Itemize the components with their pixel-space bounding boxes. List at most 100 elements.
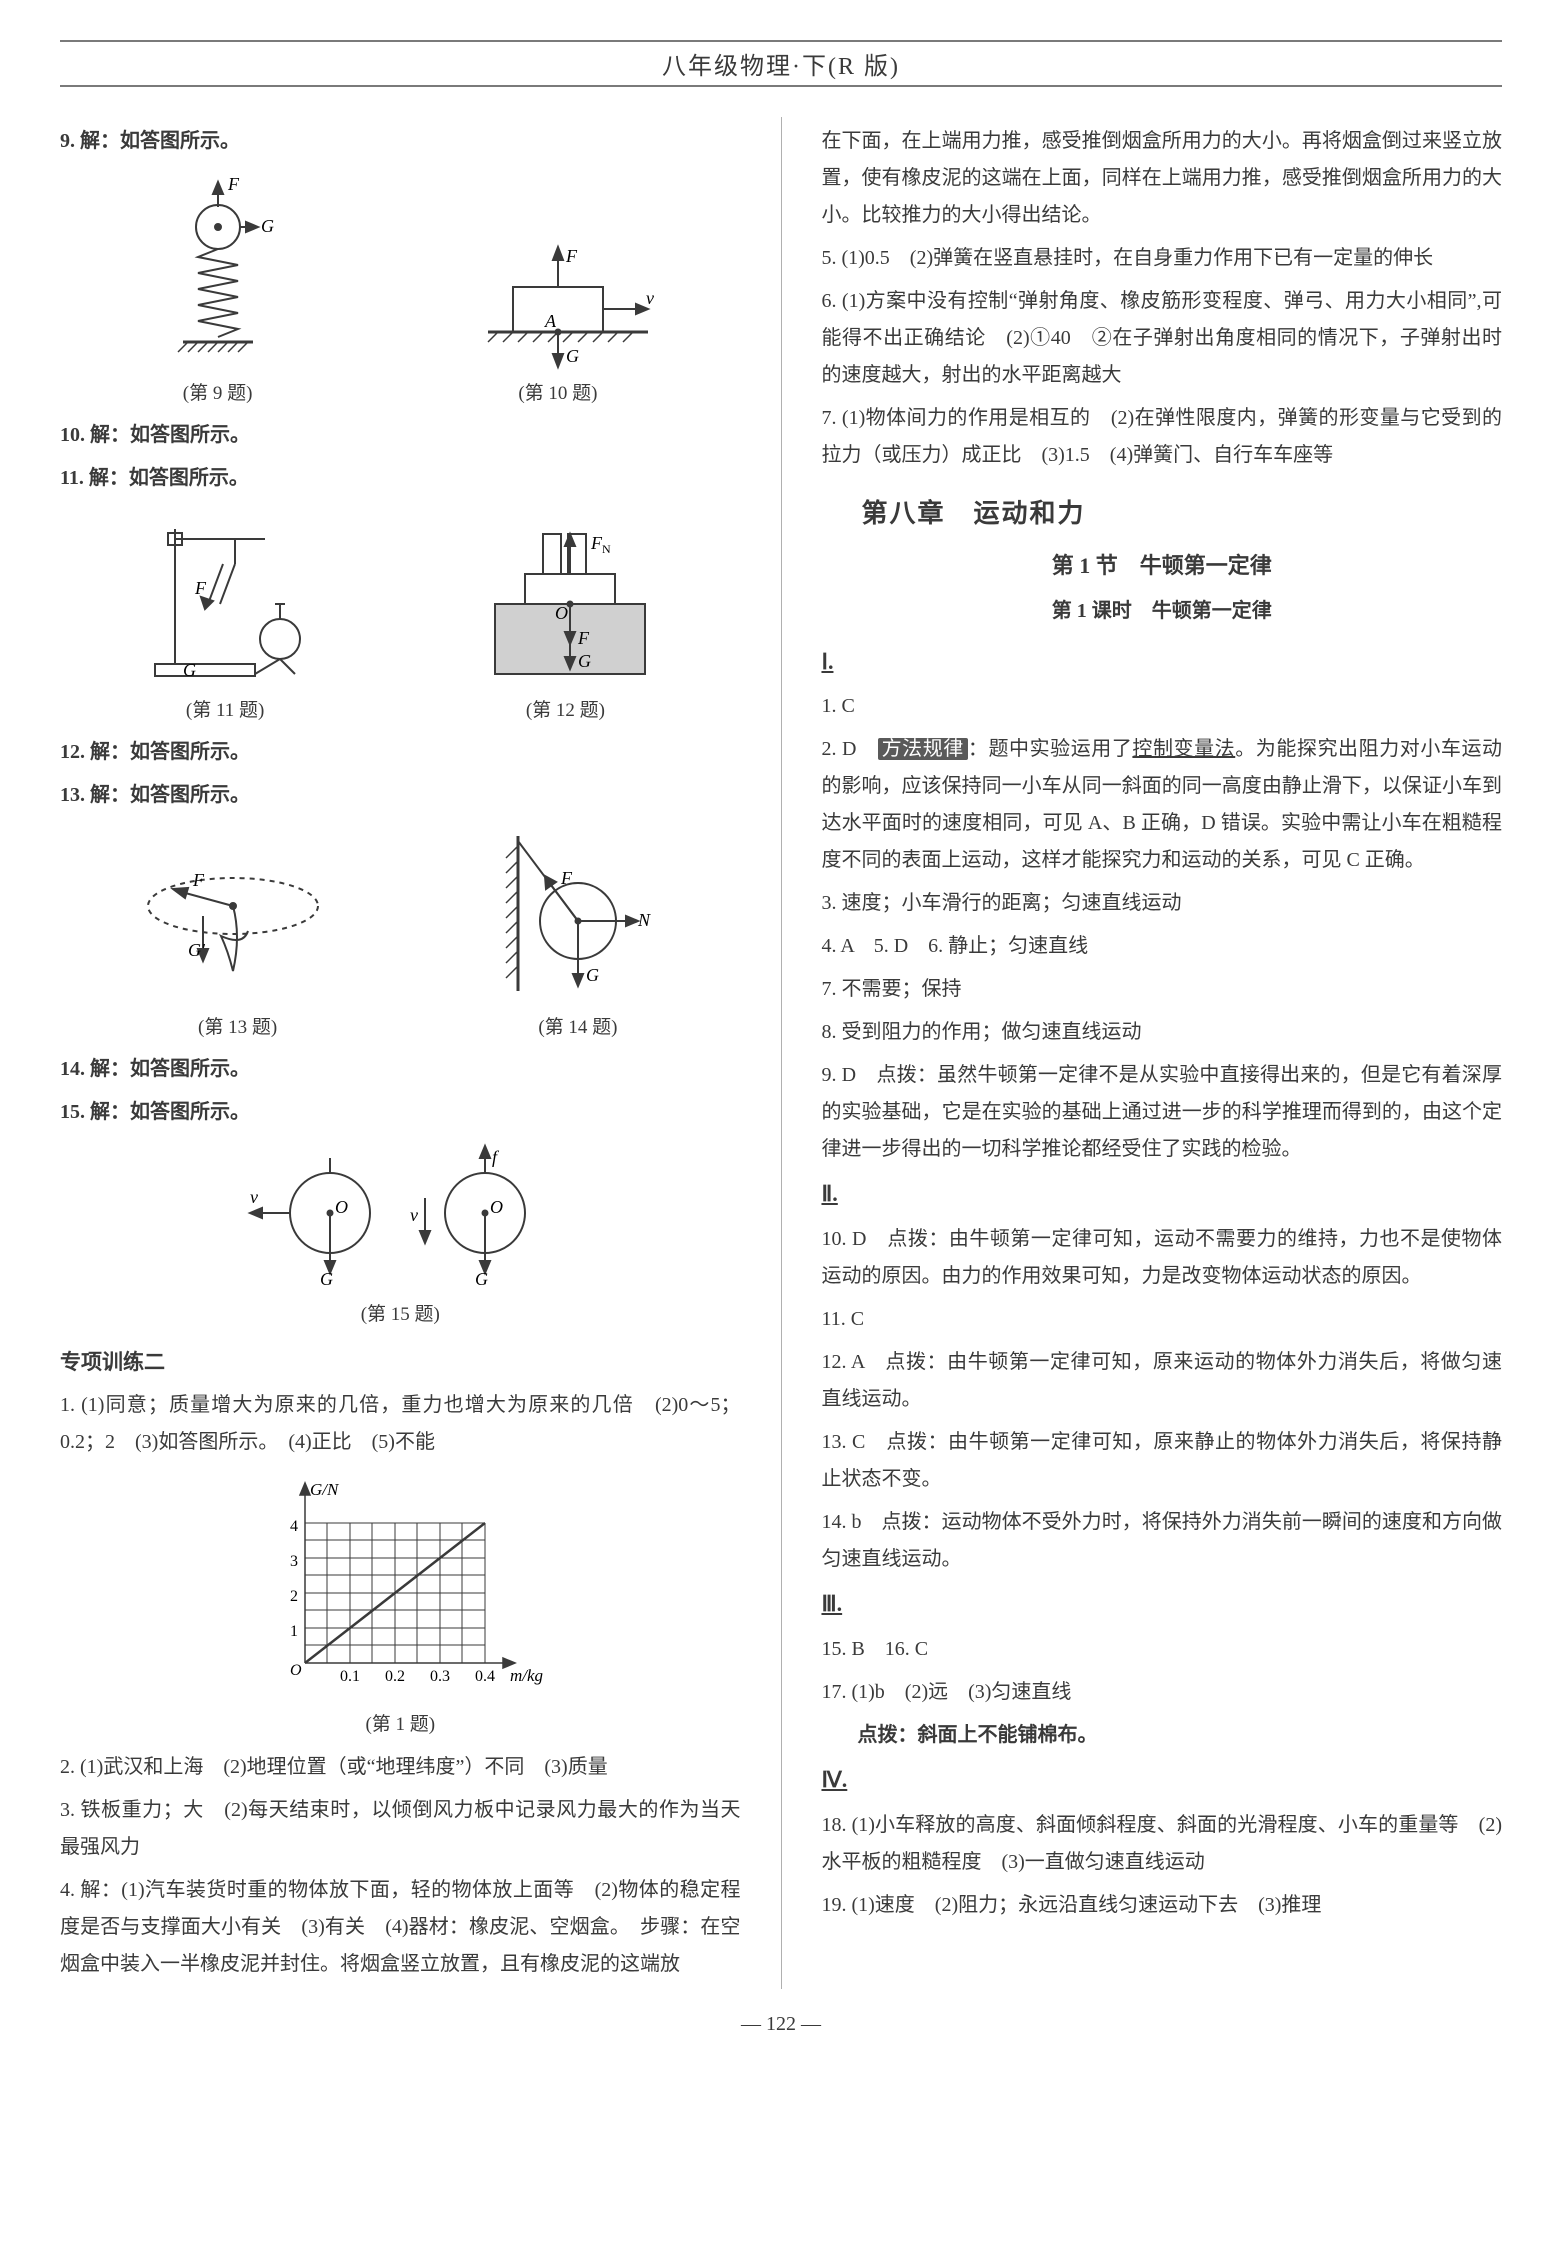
svg-text:m/kg: m/kg xyxy=(510,1666,543,1685)
a1516: 15. B 16. C xyxy=(821,1631,1502,1668)
lesson-1-heading: 第 1 课时 牛顿第一定律 xyxy=(821,593,1502,630)
figure-13: F G' (第 13 题) xyxy=(133,836,343,1045)
svg-text:G: G xyxy=(578,651,591,671)
a2-underline: 控制变量法 xyxy=(1132,738,1235,760)
figure-row-13-14: F G' (第 13 题) xyxy=(60,826,741,1045)
left-column: 9. 解：如答图所示。 xyxy=(60,117,741,1989)
piston-icon: FN O F G xyxy=(465,519,665,689)
a2-post: ：题中实验运用了 xyxy=(968,738,1133,760)
svg-text:4: 4 xyxy=(290,1518,298,1535)
svg-text:v: v xyxy=(250,1187,258,1207)
rs7: 7. (1)物体间力的作用是相互的 (2)在弹性限度内，弹簧的形变量与它受到的拉… xyxy=(821,400,1502,474)
a7: 7. 不需要；保持 xyxy=(821,971,1502,1008)
a2: 2. D 方法规律：题中实验运用了控制变量法。为能探究出阻力对小车运动的影响，应… xyxy=(821,731,1502,879)
figure-14: F N G (第 14 题) xyxy=(488,826,668,1045)
a10: 10. D 点拨：由牛顿第一定律可知，运动不需要力的维持，力也不是使物体运动的原… xyxy=(821,1221,1502,1295)
svg-text:N: N xyxy=(637,910,651,930)
two-column-layout: 9. 解：如答图所示。 xyxy=(60,117,1502,1989)
cap-13: (第 13 题) xyxy=(133,1010,343,1045)
roman-4: Ⅳ. xyxy=(821,1760,1502,1801)
hand-orbit-icon: F G' xyxy=(133,836,343,1006)
svg-text:0.1: 0.1 xyxy=(340,1668,360,1685)
svg-text:O: O xyxy=(490,1197,503,1217)
s2: 2. (1)武汉和上海 (2)地理位置（或“地理纬度”）不同 (3)质量 xyxy=(60,1749,741,1786)
cap-11: (第 11 题) xyxy=(135,693,315,728)
svg-text:O: O xyxy=(335,1197,348,1217)
svg-text:F: F xyxy=(565,246,578,266)
svg-text:F: F xyxy=(227,174,240,194)
svg-text:G: G xyxy=(475,1269,488,1289)
q11: 11. 解：如答图所示。 xyxy=(60,460,741,497)
figure-15: v O G v f O G (第 15 题) xyxy=(235,1143,565,1332)
a3: 3. 速度；小车滑行的距离；匀速直线运动 xyxy=(821,885,1502,922)
svg-text:0.2: 0.2 xyxy=(385,1668,405,1685)
s1: 1. (1)同意；质量增大为原来的几倍，重力也增大为原来的几倍 (2)0～5；0… xyxy=(60,1387,741,1461)
svg-text:0.4: 0.4 xyxy=(475,1668,495,1685)
svg-text:N: N xyxy=(602,542,611,556)
svg-text:f: f xyxy=(492,1147,500,1167)
svg-text:G: G xyxy=(566,346,579,366)
a17-note: 点拨：斜面上不能铺棉布。 xyxy=(821,1717,1502,1754)
a17: 17. (1)b (2)远 (3)匀速直线 xyxy=(821,1674,1502,1711)
a456: 4. A 5. D 6. 静止；匀速直线 xyxy=(821,928,1502,965)
section-1-heading: 第 1 节 牛顿第一定律 xyxy=(821,546,1502,587)
a13: 13. C 点拨：由牛顿第一定律可知，原来静止的物体外力消失后，将保持静止状态不… xyxy=(821,1424,1502,1498)
roman-1: Ⅰ. xyxy=(821,642,1502,683)
svg-text:v: v xyxy=(646,288,654,308)
chart-row: G/N 4 3 2 1 O 0.1 0.2 0.3 0.4 m/kg (第 1 … xyxy=(60,1473,741,1742)
cap-9: (第 9 题) xyxy=(143,376,293,411)
svg-text:G: G xyxy=(320,1269,333,1289)
column-divider xyxy=(781,117,782,1989)
q10: 10. 解：如答图所示。 xyxy=(60,417,741,454)
stand-icon: F G xyxy=(135,509,315,689)
q12: 12. 解：如答图所示。 xyxy=(60,734,741,771)
right-column: 在下面，在上端用力推，感受推倒烟盒所用力的大小。再将烟盒倒过来竖立放置，使有橡皮… xyxy=(821,117,1502,1989)
svg-text:G': G' xyxy=(188,940,206,960)
a19: 19. (1)速度 (2)阻力；永远沿直线匀速运动下去 (3)推理 xyxy=(821,1887,1502,1924)
a11: 11. C xyxy=(821,1301,1502,1338)
s4: 4. 解：(1)汽车装货时重的物体放下面，轻的物体放上面等 (2)物体的稳定程度… xyxy=(60,1872,741,1983)
q13: 13. 解：如答图所示。 xyxy=(60,777,741,814)
page-header: 八年级物理·下(R 版) xyxy=(60,40,1502,87)
svg-text:G: G xyxy=(261,216,274,236)
rs6: 6. (1)方案中没有控制“弹射角度、橡皮筋形变程度、弹弓、用力大小相同”,可能… xyxy=(821,283,1502,394)
figure-row-15: v O G v f O G (第 15 题) xyxy=(60,1143,741,1332)
cap-14: (第 14 题) xyxy=(488,1010,668,1045)
roman-2: Ⅱ. xyxy=(821,1174,1502,1215)
a1: 1. C xyxy=(821,688,1502,725)
page-number: — 122 — xyxy=(60,2013,1502,2036)
line-chart-icon: G/N 4 3 2 1 O 0.1 0.2 0.3 0.4 m/kg xyxy=(250,1473,550,1703)
svg-text:2: 2 xyxy=(290,1588,298,1605)
rs5: 5. (1)0.5 (2)弹簧在竖直悬挂时，在自身重力作用下已有一定量的伸长 xyxy=(821,240,1502,277)
cap-12: (第 12 题) xyxy=(465,693,665,728)
wall-ball-icon: F N G xyxy=(488,826,668,1006)
special-heading: 专项训练二 xyxy=(60,1343,741,1382)
q9: 9. 解：如答图所示。 xyxy=(60,123,741,160)
roman-3: Ⅲ. xyxy=(821,1584,1502,1625)
q15: 15. 解：如答图所示。 xyxy=(60,1094,741,1131)
a2-pre: 2. D xyxy=(821,738,877,760)
figure-10: F v A G (第 10 题) xyxy=(458,232,658,411)
spring-diagram-icon: F G xyxy=(143,172,293,372)
svg-text:G: G xyxy=(183,660,196,680)
svg-text:A: A xyxy=(544,311,557,331)
svg-text:G: G xyxy=(586,965,599,985)
svg-text:F: F xyxy=(192,870,205,890)
chapter-8-heading: 第八章 运动和力 xyxy=(861,490,1502,538)
svg-text:O: O xyxy=(555,603,568,623)
cont4: 在下面，在上端用力推，感受推倒烟盒所用力的大小。再将烟盒倒过来竖立放置，使有橡皮… xyxy=(821,123,1502,234)
svg-text:v: v xyxy=(410,1205,418,1225)
figure-11: F G (第 11 题) xyxy=(135,509,315,728)
svg-text:F: F xyxy=(560,868,573,888)
cap-chart: (第 1 题) xyxy=(250,1707,550,1742)
a12: 12. A 点拨：由牛顿第一定律可知，原来运动的物体外力消失后，将做匀速直线运动… xyxy=(821,1344,1502,1418)
figure-12: FN O F G (第 12 题) xyxy=(465,519,665,728)
block-force-icon: F v A G xyxy=(458,232,658,372)
svg-text:1: 1 xyxy=(290,1623,298,1640)
cap-15: (第 15 题) xyxy=(235,1297,565,1332)
method-rule-badge: 方法规律 xyxy=(878,738,968,760)
cap-10: (第 10 题) xyxy=(458,376,658,411)
q14: 14. 解：如答图所示。 xyxy=(60,1051,741,1088)
a8: 8. 受到阻力的作用；做匀速直线运动 xyxy=(821,1014,1502,1051)
a14: 14. b 点拨：运动物体不受外力时，将保持外力消失前一瞬间的速度和方向做匀速直… xyxy=(821,1504,1502,1578)
